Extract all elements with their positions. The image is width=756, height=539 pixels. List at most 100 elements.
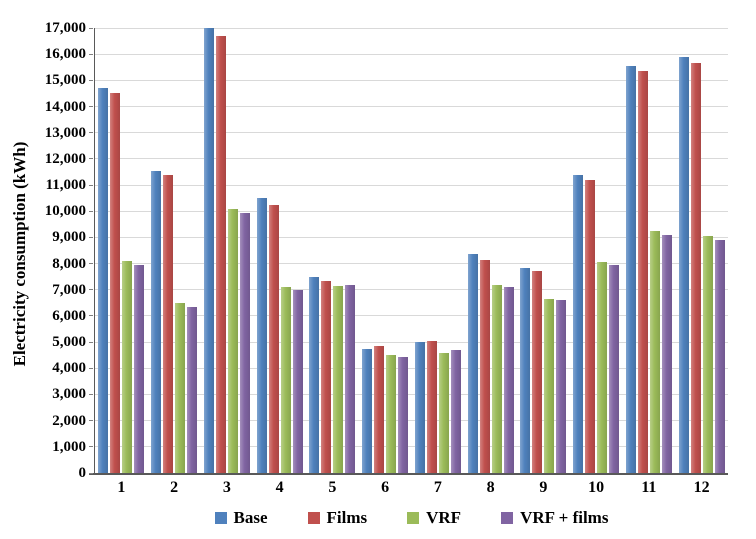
y-axis-tick — [89, 289, 93, 291]
bar-base-month-3 — [203, 28, 214, 473]
y-axis-line — [94, 28, 95, 473]
bar-vrf-month-3 — [227, 208, 238, 473]
bar-vrf-month-9 — [544, 298, 555, 473]
bar-films-month-12 — [690, 63, 701, 473]
bar-group-month-2 — [148, 28, 201, 473]
bar-group-month-1 — [95, 28, 148, 473]
bar-group-month-5 — [306, 28, 359, 473]
bar-vrf-films-month-12 — [714, 240, 725, 473]
bar-base-month-7 — [414, 342, 425, 473]
legend-item-vrf: VRF — [407, 508, 461, 528]
bar-base-month-5 — [309, 276, 320, 473]
legend-label: Base — [233, 508, 268, 527]
bar-group-month-4 — [253, 28, 306, 473]
y-axis-tick — [89, 341, 93, 343]
bar-vrf-month-6 — [386, 355, 397, 473]
y-axis-tick — [89, 158, 93, 160]
bar-films-month-6 — [374, 346, 385, 473]
y-axis-tick — [89, 79, 93, 81]
y-axis-tick — [89, 315, 93, 317]
chart-legend: Base Films VRF VRF + films — [95, 508, 728, 528]
y-axis-tick-label: 13,000 — [44, 124, 86, 141]
bar-base-month-12 — [678, 56, 689, 473]
legend-swatch-icon — [407, 512, 420, 524]
x-axis-tick-label: 9 — [539, 479, 548, 496]
y-axis-tick — [89, 472, 93, 474]
bar-vrf-films-month-4 — [292, 289, 303, 473]
y-axis-tick-label: 15,000 — [44, 72, 86, 89]
x-axis-tick-label: 10 — [588, 479, 605, 496]
legend-label: Films — [326, 508, 368, 527]
gridline — [95, 132, 728, 134]
bar-base-month-6 — [362, 348, 373, 473]
y-axis-tick — [89, 367, 93, 369]
bar-group-month-12 — [675, 28, 728, 473]
y-axis-tick — [89, 393, 93, 395]
bar-vrf-month-10 — [597, 262, 608, 473]
y-axis-tick — [89, 106, 93, 108]
gridline — [95, 420, 728, 422]
gridline — [95, 106, 728, 108]
gridline — [95, 446, 728, 448]
gridline — [95, 184, 728, 186]
bar-group-month-6 — [359, 28, 412, 473]
y-axis-tick-label: 11,000 — [45, 177, 86, 194]
x-axis-tick-label: 11 — [641, 479, 657, 496]
x-axis-tick-labels: 1 2 3 4 5 6 7 8 9 10 11 12 — [95, 479, 728, 497]
y-axis-tick-label: 17,000 — [44, 20, 86, 36]
x-axis-tick-label: 1 — [117, 479, 126, 496]
bar-group-month-10 — [570, 28, 623, 473]
y-axis-tick — [89, 210, 93, 212]
y-axis-tick-label: 10,000 — [44, 203, 86, 220]
legend-swatch-icon — [214, 512, 227, 524]
y-axis-tick-label: 6,000 — [52, 307, 86, 324]
legend-label: VRF + films — [520, 508, 609, 527]
bar-films-month-8 — [479, 259, 490, 473]
x-axis-line — [89, 473, 728, 475]
bar-vrf-month-7 — [438, 352, 449, 473]
y-axis-tick-label: 12,000 — [44, 150, 86, 167]
bar-vrf-month-4 — [280, 287, 291, 473]
x-axis-tick-label: 5 — [328, 479, 337, 496]
bar-films-month-7 — [426, 340, 437, 473]
x-axis-tick-label: 7 — [433, 479, 442, 496]
bar-group-month-3 — [201, 28, 254, 473]
bar-base-month-9 — [520, 267, 531, 473]
bar-films-month-11 — [637, 71, 648, 473]
y-axis-tick-label: 9,000 — [52, 229, 86, 246]
legend-item-vrf-films: VRF + films — [501, 508, 608, 528]
y-axis-tick-label: 7,000 — [52, 281, 86, 298]
bar-vrf-films-month-6 — [398, 356, 409, 473]
bars-layer — [95, 28, 728, 473]
y-axis-tick-label: 3,000 — [52, 386, 86, 403]
gridline — [95, 27, 728, 29]
bar-base-month-10 — [573, 174, 584, 473]
legend-label: VRF — [426, 508, 462, 527]
bar-base-month-1 — [98, 88, 109, 473]
gridline — [95, 315, 728, 317]
bar-films-month-1 — [110, 93, 121, 473]
y-axis-tick-label: 14,000 — [44, 98, 86, 115]
bar-films-month-5 — [321, 280, 332, 473]
bar-group-month-7 — [412, 28, 465, 473]
y-axis-tick-label: 0 — [78, 465, 87, 481]
bar-vrf-films-month-9 — [556, 300, 567, 473]
bar-vrf-films-month-2 — [187, 306, 198, 473]
bar-films-month-3 — [215, 35, 226, 473]
bar-base-month-2 — [151, 170, 162, 473]
y-axis-tick-label: 5,000 — [52, 334, 86, 351]
legend-swatch-icon — [501, 512, 514, 524]
y-axis-tick-label: 1,000 — [52, 438, 86, 455]
bar-vrf-month-11 — [649, 230, 660, 473]
y-axis-tick — [89, 132, 93, 134]
bar-vrf-films-month-8 — [503, 287, 514, 473]
bar-vrf-month-12 — [702, 236, 713, 473]
gridline — [95, 393, 728, 395]
bar-films-month-2 — [163, 174, 174, 473]
y-axis-tick — [89, 420, 93, 422]
bar-vrf-films-month-5 — [345, 284, 356, 473]
y-axis-tick — [89, 27, 93, 29]
legend-swatch-icon — [307, 512, 320, 524]
bar-group-month-9 — [517, 28, 570, 473]
